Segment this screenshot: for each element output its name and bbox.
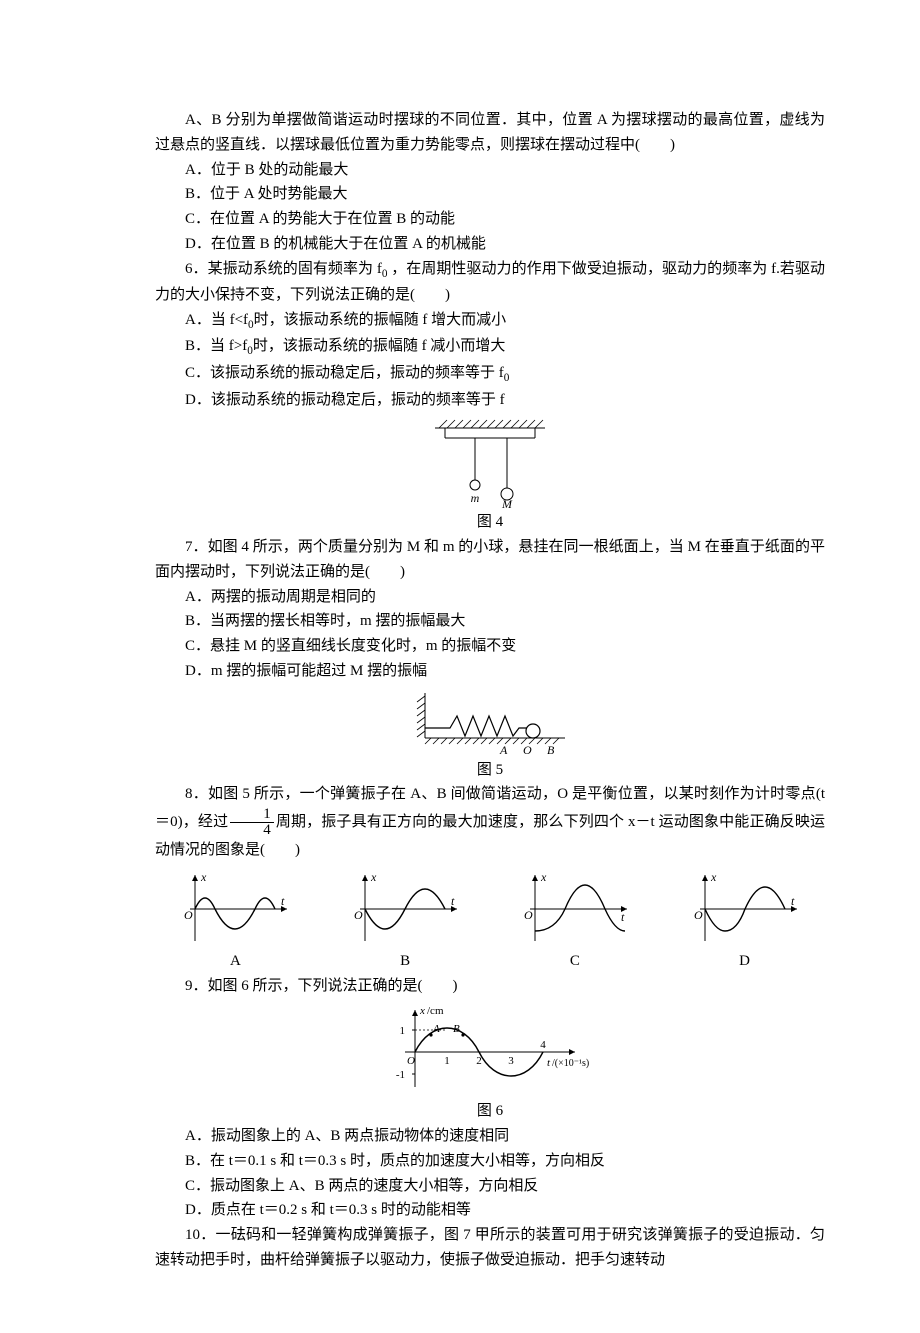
svg-text:B: B [547,743,555,756]
q7-opt-d: D．m 摆的振幅可能超过 M 摆的振幅 [185,659,825,684]
q5-opt-b: B．位于 A 处时势能最大 [185,182,825,207]
q8-label-a: A [155,949,316,974]
q7-stem: 7．如图 4 所示，两个质量分别为 M 和 m 的小球，悬挂在同一根纸面上，当 … [155,535,825,585]
q7-opt-c: C．悬挂 M 的竖直细线长度变化时，m 的振幅不变 [185,634,825,659]
q8-stem: 8．如图 5 所示，一个弹簧振子在 A、B 间做简谐运动，O 是平衡位置，以某时… [155,782,825,863]
svg-text:x: x [200,870,207,884]
svg-text:A: A [499,743,508,756]
figure-5-caption: 图 5 [155,758,825,783]
q8-label-c: C [494,949,655,974]
svg-text:1: 1 [400,1025,406,1037]
q9-opt-b: B．在 t＝0.1 s 和 t＝0.3 s 时，质点的加速度大小相等，方向相反 [185,1149,825,1174]
q7-opt-b: B．当两摆的摆长相等时，m 摆的振幅最大 [185,609,825,634]
svg-text:O: O [523,743,532,756]
svg-text:1: 1 [444,1055,450,1067]
page: A、B 分别为单摆做简谐运动时摆球的不同位置．其中，位置 A 为摆球摆动的最高位… [0,0,920,1333]
figure-5: A O B [155,688,825,756]
q9-opt-c: C．振动图象上 A、B 两点的速度大小相等，方向相反 [185,1174,825,1199]
q5-opt-c: C．在位置 A 的势能大于在位置 B 的动能 [185,207,825,232]
svg-text:-1: -1 [396,1069,405,1081]
svg-text:4: 4 [540,1039,546,1051]
figure-6-caption: 图 6 [155,1099,825,1124]
q8-options-row: x t O A x t O B [155,869,825,974]
figure-4: m M [155,416,825,508]
fraction-1-4: 14 [230,807,274,838]
svg-text:x: x [710,870,717,884]
svg-text:A: A [432,1023,440,1035]
q6-opt-d: D．该振动系统的振动稳定后，振动的频率等于 f [185,388,825,413]
q7-opt-a: A．两摆的振动周期是相同的 [185,585,825,610]
q6-opt-b: B．当 f>f0时，该振动系统的振幅随 f 减小而增大 [185,334,825,361]
svg-text:t: t [281,894,285,908]
svg-text:/(×10⁻¹s): /(×10⁻¹s) [552,1058,589,1069]
svg-text:x: x [370,870,377,884]
svg-text:B: B [453,1023,460,1035]
q8-graph-a: x t O A [155,869,316,974]
q8-label-b: B [325,949,486,974]
q6-stem: 6．某振动系统的固有频率为 f0 ，在周期性驱动力的作用下做受迫振动，驱动力的频… [155,257,825,308]
svg-text:O: O [407,1055,415,1067]
svg-text:x: x [540,870,547,884]
q9-stem: 9．如图 6 所示，下列说法正确的是( ) [155,974,825,999]
svg-text:O: O [184,908,193,922]
figure-6: x/cm t/(×10⁻¹s) 1 -1 1 2 3 4 O x/cm t/(×… [155,1002,825,1097]
q5-opt-d: D．在位置 B 的机械能大于在位置 A 的机械能 [185,232,825,257]
svg-text:t: t [621,910,625,924]
svg-text:O: O [524,908,533,922]
q10-stem: 10．一砝码和一轻弹簧构成弹簧振子，图 7 甲所示的装置可用于研究该弹簧振子的受… [155,1223,825,1273]
q6-opt-c: C．该振动系统的振动稳定后，振动的频率等于 f0 [185,361,825,388]
q5-opt-a: A．位于 B 处的动能最大 [185,158,825,183]
svg-text:t: t [451,894,455,908]
q8-graph-c: x t O C [494,869,655,974]
q5-stem: A、B 分别为单摆做简谐运动时摆球的不同位置．其中，位置 A 为摆球摆动的最高位… [155,108,825,158]
svg-text:O: O [354,908,363,922]
q9-opt-d: D．质点在 t＝0.2 s 和 t＝0.3 s 时的动能相等 [185,1198,825,1223]
q9-opt-a: A．振动图象上的 A、B 两点振动物体的速度相同 [185,1124,825,1149]
figure-4-caption: 图 4 [155,510,825,535]
q6-opt-a: A．当 f<f0时，该振动系统的振幅随 f 增大而减小 [185,308,825,335]
svg-text:O: O [694,908,703,922]
svg-text:m: m [471,491,480,505]
q8-label-d: D [664,949,825,974]
svg-text:M: M [501,497,513,508]
svg-text:/cm: /cm [427,1005,444,1017]
q8-graph-b: x t O B [325,869,486,974]
svg-text:3: 3 [508,1055,514,1067]
q8-graph-d: x t O x t O D [664,869,825,974]
svg-text:x: x [419,1005,425,1017]
